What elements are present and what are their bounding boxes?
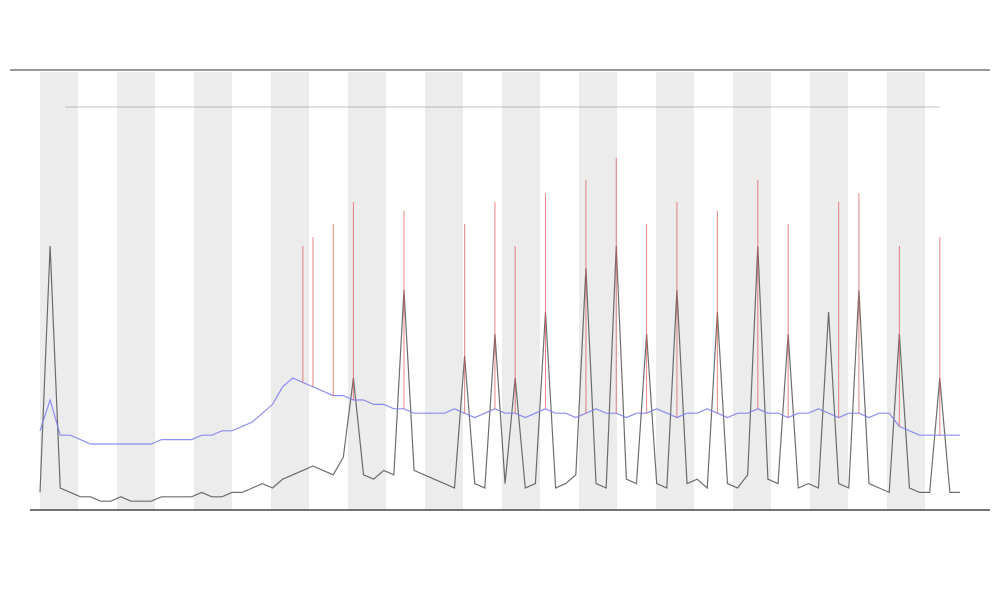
band bbox=[810, 72, 848, 510]
band bbox=[194, 72, 232, 510]
background-bands bbox=[40, 72, 925, 510]
band bbox=[733, 72, 771, 510]
band bbox=[656, 72, 694, 510]
series-line bbox=[39, 377, 960, 445]
series-line bbox=[39, 245, 960, 502]
band bbox=[425, 72, 463, 510]
band bbox=[348, 72, 386, 510]
band bbox=[117, 72, 155, 510]
band bbox=[40, 72, 78, 510]
